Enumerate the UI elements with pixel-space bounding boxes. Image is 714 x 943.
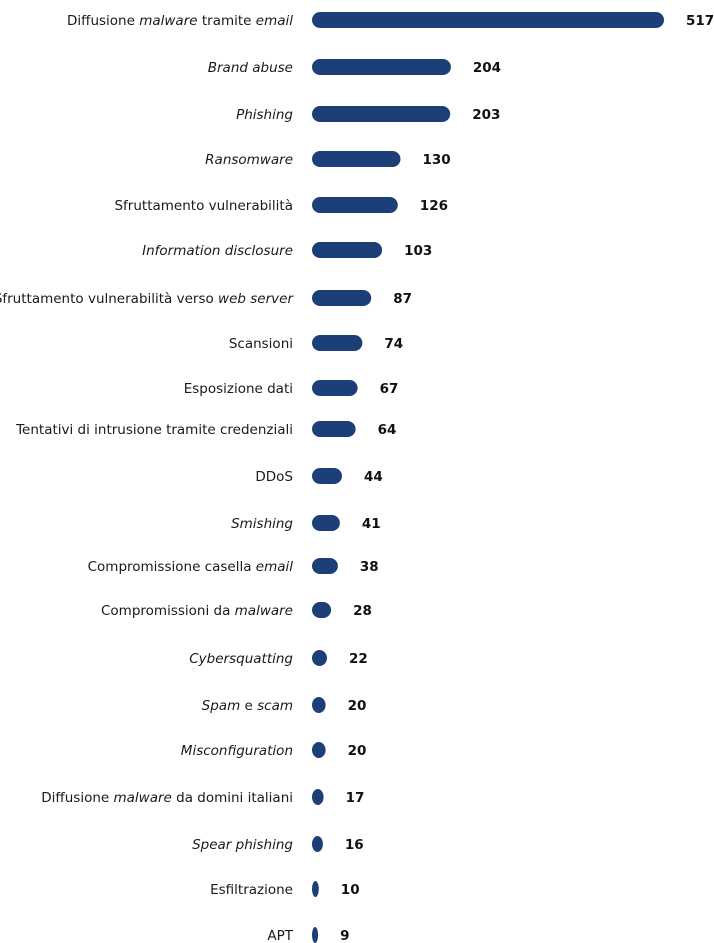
category-label-0-part-0: Diffusione [67,13,139,29]
bar-11 [312,515,340,531]
value-label-10: 44 [364,469,383,485]
category-label-17: Diffusione malware da domini italiani [41,790,293,806]
value-label-0: 517 [686,13,714,29]
bar-8 [312,380,358,396]
category-label-15-part-1: e [240,698,257,714]
bar-9 [312,421,356,437]
category-label-12-part-0: Compromissione casella [88,559,256,575]
category-label-7: Scansioni [229,336,293,352]
category-label-15-part-0: Spam [202,698,241,714]
category-label-4: Sfruttamento vulnerabilità [114,198,293,214]
category-label-2: Phishing [236,107,293,123]
category-label-18: Spear phishing [192,837,293,853]
value-label-6: 87 [393,291,412,307]
category-label-7-part-0: Scansioni [229,336,293,352]
category-label-17-part-1: malware [113,790,171,806]
category-label-12: Compromissione casella email [88,559,294,575]
bar-14 [312,650,327,666]
value-label-13: 28 [353,603,372,619]
category-label-0-part-1: malware [139,13,197,29]
value-label-5: 103 [404,243,432,259]
value-label-18: 16 [345,837,364,853]
value-label-1: 204 [473,60,501,76]
value-label-15: 20 [348,698,367,714]
bar-0 [312,12,664,28]
bar-2 [312,106,451,122]
category-label-11: Smishing [231,516,293,532]
value-label-11: 41 [362,516,381,532]
category-label-20: APT [267,928,293,943]
category-label-17-part-0: Diffusione [41,790,113,806]
category-label-1: Brand abuse [208,60,293,76]
bar-3 [312,151,401,167]
bar-4 [312,197,398,213]
bar-19 [312,881,319,897]
bar-7 [312,335,363,351]
value-label-20: 9 [340,928,349,943]
category-label-8-part-0: Esposizione dati [184,381,293,397]
category-label-11-part-0: Smishing [231,516,293,532]
category-label-15: Spam e scam [202,698,293,714]
category-label-9: Tentativi di intrusione tramite credenzi… [15,422,293,438]
category-label-10-part-0: DDoS [255,469,293,485]
category-label-14-part-0: Cybersquatting [189,651,293,667]
category-label-16-part-0: Misconfiguration [181,743,293,759]
category-label-5: Information disclosure [142,243,293,259]
category-label-6-part-1: web server [218,291,294,307]
category-label-0: Diffusione malware tramite email [67,13,293,29]
bar-5 [312,242,383,258]
category-label-5-part-0: Information disclosure [142,243,293,259]
category-label-9-part-0: Tentativi di intrusione tramite credenzi… [15,422,293,438]
category-label-17-part-2: da domini italiani [172,790,293,806]
category-labels-group: Diffusione malware tramite email Brand ab… [0,13,294,943]
value-label-7: 74 [384,336,403,352]
value-label-8: 67 [380,381,399,397]
bar-15 [312,697,326,713]
category-label-4-part-0: Sfruttamento vulnerabilità [114,198,293,214]
category-label-12-part-1: email [256,559,293,575]
value-label-19: 10 [341,882,360,898]
value-label-2: 203 [472,107,500,123]
category-label-14: Cybersquatting [189,651,293,667]
category-label-3-part-0: Ransomware [205,152,293,168]
bar-1 [312,59,451,75]
category-label-2-part-0: Phishing [236,107,293,123]
bar-16 [312,742,326,758]
bar-13 [312,602,332,618]
category-label-19: Esfiltrazione [210,882,293,898]
value-label-4: 126 [420,198,448,214]
bar-6 [312,290,372,306]
value-label-12: 38 [360,559,379,575]
value-label-9: 64 [378,422,397,438]
category-label-1-part-0: Brand abuse [208,60,293,76]
value-label-3: 130 [423,152,451,168]
bars-group [312,12,664,943]
category-label-6: Sfruttamento vulnerabilità verso web ser… [0,291,294,307]
category-label-6-part-0: Sfruttamento vulnerabilità verso [0,291,218,307]
bar-12 [312,558,338,574]
bar-17 [312,789,324,805]
category-label-3: Ransomware [205,152,293,168]
category-label-0-part-2: tramite [198,13,256,29]
category-label-16: Misconfiguration [181,743,293,759]
category-label-10: DDoS [255,469,293,485]
value-label-14: 22 [349,651,368,667]
bar-10 [312,468,342,484]
category-label-13: Compromissioni da malware [101,603,293,619]
category-label-8: Esposizione dati [184,381,293,397]
category-label-13-part-1: malware [235,603,293,619]
category-label-18-part-0: Spear phishing [192,837,293,853]
category-label-20-part-0: APT [267,928,293,943]
value-label-16: 20 [348,743,367,759]
category-label-0-part-3: email [256,13,293,29]
bar-18 [312,836,323,852]
category-label-13-part-0: Compromissioni da [101,603,235,619]
category-label-19-part-0: Esfiltrazione [210,882,293,898]
category-label-15-part-2: scam [257,698,293,714]
bar-20 [312,927,319,943]
value-labels-group: 517 204 203 130 126 103 87 74 67 64 44 41 38 28 22 20 20… [340,13,714,943]
value-label-17: 17 [346,790,365,806]
